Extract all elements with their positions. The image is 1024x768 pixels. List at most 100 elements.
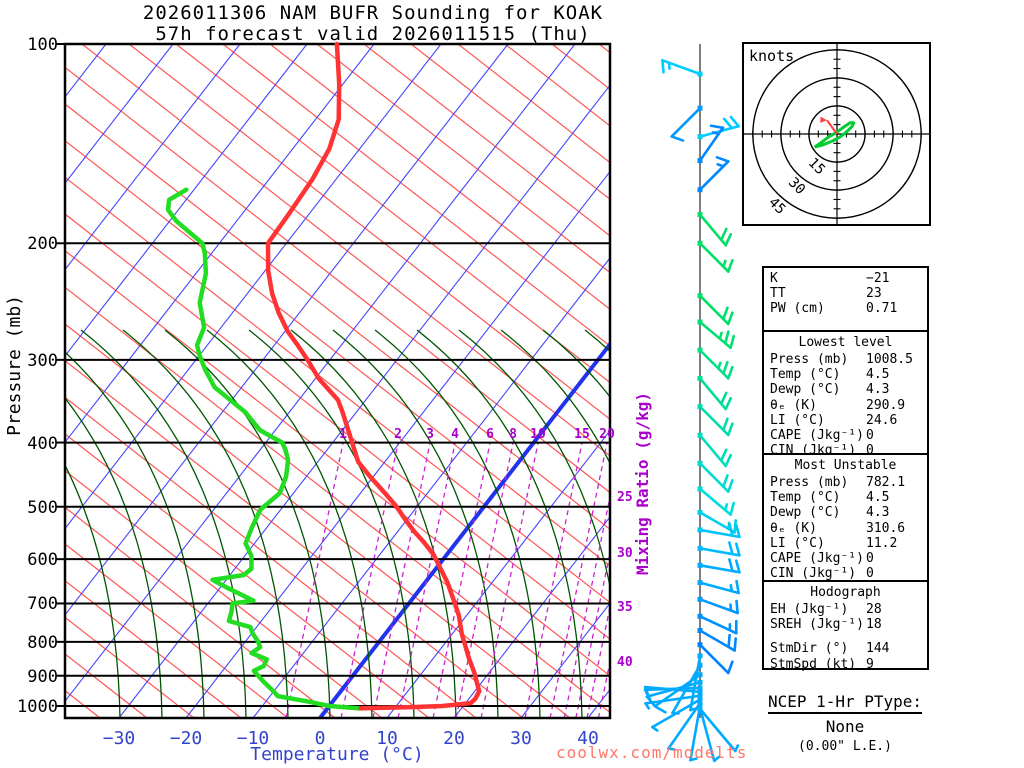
stat-label: Temp (°C)	[770, 367, 841, 383]
wind-barb	[697, 156, 730, 193]
stat-value: 310.6	[866, 520, 906, 536]
wind-barb	[697, 375, 733, 411]
stats-panel-hodograph: Hodograph EH (Jkg⁻¹) 28 SREH (Jkg⁻¹) 18 StmDi…	[762, 580, 929, 672]
wind-barb	[697, 642, 734, 675]
stat-row: θₑ (K) 290.9	[770, 398, 927, 413]
mixing-ratio-right-label: 30	[617, 546, 633, 561]
stat-value: 0	[866, 551, 874, 567]
wind-barb	[697, 613, 738, 635]
wind-barb	[667, 700, 703, 751]
mixing-ratio-right-label: 35	[617, 600, 633, 615]
stat-value: −21	[866, 271, 890, 286]
pressure-tick-label: 1000	[17, 697, 58, 717]
chart-title-line2: 57h forecast valid 2026011515 (Thu)	[155, 23, 591, 45]
mixing-ratio-label: 20	[599, 427, 615, 442]
stat-value: 23	[866, 286, 882, 302]
stat-label: Dewp (°C)	[770, 382, 841, 398]
ptype-value: None	[825, 717, 865, 736]
stat-value: 9	[866, 656, 874, 672]
temp-tick-label: 10	[376, 728, 398, 749]
wind-barb	[697, 124, 725, 164]
wind-barb	[697, 319, 736, 350]
mixing-ratio-label: 1	[339, 427, 347, 442]
stat-row: CIN (Jkg⁻¹) 0	[770, 566, 927, 581]
pressure-tick-label: 300	[27, 351, 58, 371]
stat-label: TT	[770, 286, 786, 302]
wind-barb	[697, 486, 736, 516]
wind-barb	[697, 706, 740, 753]
mixing-ratio-right-label: 25	[617, 490, 633, 505]
stat-row: Press (mb) 782.1	[770, 475, 927, 490]
temp-tick-label: −20	[169, 728, 203, 749]
stat-value: 4.5	[866, 367, 890, 383]
stat-row: CAPE (Jkg⁻¹) 0	[770, 428, 927, 443]
stat-row	[770, 632, 927, 641]
panel-title: Hodograph	[810, 585, 881, 600]
wind-barb	[697, 627, 737, 652]
temp-tick-label: −10	[236, 728, 270, 749]
stat-label: StmDir (°)	[770, 641, 849, 657]
stat-value: 4.3	[866, 382, 890, 398]
panel-title: Most Unstable	[794, 458, 897, 473]
pressure-tick-label: 900	[27, 667, 58, 687]
mixing-ratio-axis-label: Mixing Ratio (g/kg)	[633, 392, 652, 576]
stat-label: CIN (Jkg⁻¹)	[770, 566, 857, 582]
wind-barb	[697, 558, 741, 574]
wind-barb	[697, 347, 734, 380]
temp-tick-label: 20	[443, 728, 465, 749]
pressure-tick-label: 400	[27, 434, 58, 454]
stat-row: TT 23	[770, 286, 927, 301]
stat-row: Press (mb) 1008.5	[770, 352, 927, 367]
stat-value: 24.6	[866, 412, 898, 428]
temp-tick-label: −30	[102, 728, 136, 749]
wind-barb	[697, 460, 734, 493]
wind-barb	[644, 693, 703, 710]
stat-row: StmDir (°) 144	[770, 641, 927, 656]
wind-barb	[670, 105, 703, 142]
wind-barb	[697, 293, 734, 326]
wind-barb	[697, 522, 741, 539]
panel-title: Lowest level	[798, 335, 893, 350]
stat-label	[770, 632, 866, 641]
temp-tick-label: 30	[510, 728, 532, 749]
stat-value: 290.9	[866, 397, 906, 413]
stat-label: CAPE (Jkg⁻¹)	[770, 551, 864, 567]
wind-barb	[643, 685, 703, 700]
chart-title-line1: 2026011306 NAM BUFR Sounding for KOAK	[142, 2, 604, 24]
temp-tick-label: 0	[314, 728, 326, 749]
stat-row: K −21	[770, 271, 927, 286]
pressure-tick-label: 100	[27, 35, 58, 55]
stat-value: 1008.5	[866, 352, 913, 367]
mixing-ratio-label: 4	[451, 427, 459, 442]
stat-label: Press (mb)	[770, 475, 849, 490]
stat-label: K	[770, 271, 778, 286]
hodograph-trace	[813, 121, 856, 149]
stat-row: PW (cm) 0.71	[770, 301, 927, 316]
stat-row: SREH (Jkg⁻¹) 18	[770, 617, 927, 632]
stat-value: 28	[866, 602, 882, 617]
stat-label: LI (°C)	[770, 535, 825, 551]
pressure-tick-label: 600	[27, 550, 58, 570]
pressure-tick-label: 700	[27, 594, 58, 614]
stat-label: SREH (Jkg⁻¹)	[770, 617, 864, 633]
stat-value: 144	[866, 641, 890, 657]
pressure-tick-label: 200	[27, 234, 58, 254]
stats-panel-indices: K −21 TT 23 PW (cm) 0.71	[762, 266, 929, 332]
stat-row: EH (Jkg⁻¹) 28	[770, 602, 927, 617]
stat-row: LI (°C) 11.2	[770, 536, 927, 551]
ptype-detail: (0.00" L.E.)	[798, 739, 892, 754]
temperature-trace	[265, 41, 482, 711]
wind-barb	[697, 240, 734, 273]
dewpoint-trace	[165, 187, 362, 711]
stat-value: 4.5	[866, 490, 890, 506]
mixing-ratio-label: 6	[486, 427, 494, 442]
stat-label: θₑ (K)	[770, 397, 817, 413]
stat-value: 0.71	[866, 301, 898, 317]
plot-border	[63, 42, 612, 720]
stat-label: PW (cm)	[770, 301, 825, 317]
stats-panel-most-unstable: Most Unstable Press (mb) 782.1 Temp (°C) 4.5…	[762, 453, 929, 582]
ptype-title: NCEP 1-Hr PType:	[767, 692, 923, 714]
